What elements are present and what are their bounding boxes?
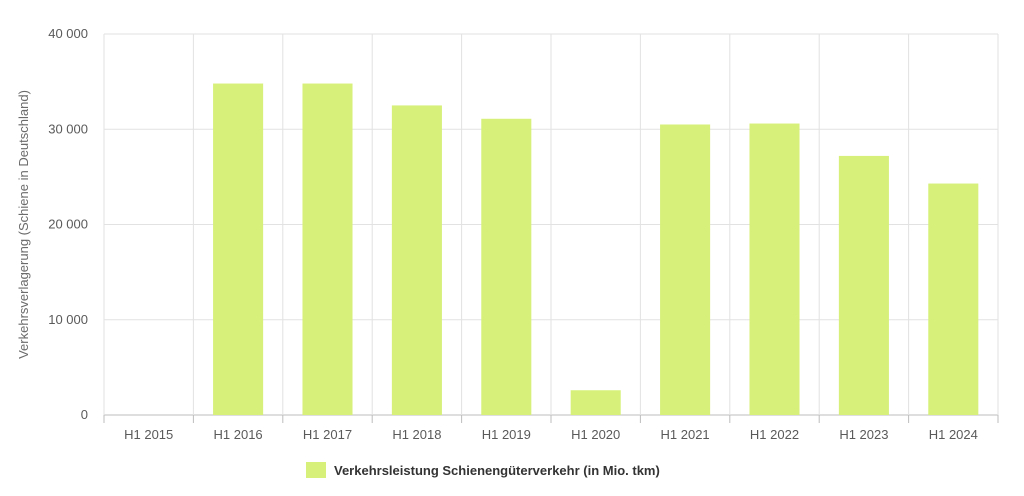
y-tick-label: 40 000: [48, 26, 88, 41]
x-tick-label: H1 2016: [214, 427, 263, 442]
x-tick-label: H1 2021: [661, 427, 710, 442]
x-tick-label: H1 2024: [929, 427, 978, 442]
bar[interactable]: [838, 155, 889, 416]
bar[interactable]: [928, 183, 979, 415]
x-tick-label: H1 2019: [482, 427, 531, 442]
legend-label: Verkehrsleistung Schienengüterverkehr (i…: [334, 463, 660, 478]
bar[interactable]: [570, 390, 621, 415]
x-tick-label: H1 2022: [750, 427, 799, 442]
y-tick-label: 0: [81, 407, 88, 422]
x-tick-label: H1 2023: [839, 427, 888, 442]
y-tick-label: 10 000: [48, 312, 88, 327]
bar[interactable]: [660, 124, 711, 416]
x-tick-label: H1 2015: [124, 427, 173, 442]
x-tick-label: H1 2020: [571, 427, 620, 442]
y-axis-title: Verkehrsverlagerung (Schiene in Deutschl…: [16, 90, 31, 359]
bar[interactable]: [481, 118, 532, 416]
y-tick-label: 20 000: [48, 217, 88, 232]
x-tick-label: H1 2017: [303, 427, 352, 442]
y-axis: 0 10 000 20 000 30 000 40 000: [48, 26, 88, 422]
y-tick-label: 30 000: [48, 121, 88, 136]
legend-swatch: [306, 462, 326, 478]
bar-series: [213, 83, 979, 416]
legend[interactable]: Verkehrsleistung Schienengüterverkehr (i…: [306, 462, 660, 478]
bar[interactable]: [749, 123, 800, 415]
bar[interactable]: [391, 105, 442, 415]
x-tick-label: H1 2018: [392, 427, 441, 442]
x-axis: H1 2015 H1 2016 H1 2017 H1 2018 H1 2019 H1 20…: [124, 427, 978, 442]
bar[interactable]: [213, 83, 264, 415]
bar[interactable]: [302, 83, 353, 415]
